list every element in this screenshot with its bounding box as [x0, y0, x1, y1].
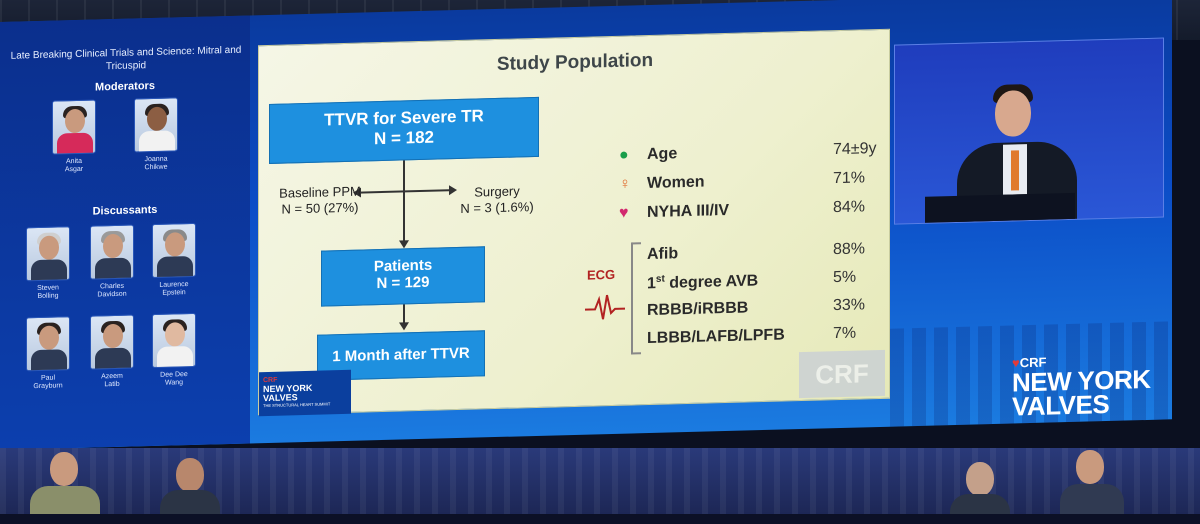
flow-arrow — [403, 160, 405, 243]
ecg-row: RBBB/iRBBB 33% — [647, 296, 877, 324]
stat-value: 74±9y — [833, 140, 877, 159]
ecg-row: LBBB/LAFB/LPFB 7% — [647, 324, 877, 352]
discussant-photo — [26, 316, 70, 372]
flow-box-top: TTVR for Severe TR N = 182 — [269, 96, 539, 164]
moderator-name: Joanna Chikwe — [144, 155, 168, 172]
ecg-row: 1st degree AVB 5% — [647, 268, 877, 296]
slide-title: Study Population — [496, 49, 654, 75]
discussant-photo — [152, 222, 196, 279]
stat-value: 71% — [833, 169, 866, 188]
discussant-photo — [26, 226, 70, 282]
stat-label: Women — [647, 173, 705, 193]
moderator-name: Anita Asgar — [64, 157, 84, 174]
heart-person-icon: ♥ — [619, 204, 629, 222]
panelist-head — [1076, 450, 1104, 484]
ecg-label-rbbb: RBBB/iRBBB — [647, 299, 749, 320]
ecg-label-lbbb: LBBB/LAFB/LPFB — [647, 326, 785, 348]
ecg-label-avb: 1st degree AVB — [647, 272, 759, 293]
stat-value: 7% — [833, 324, 857, 343]
surgery-note: Surgery N = 3 (1.6%) — [460, 183, 534, 216]
flow-box-middle: Patients N = 129 — [321, 246, 485, 307]
discussants-heading: Discussants — [92, 203, 158, 218]
discussant-name: Paul Grayburn — [33, 374, 63, 391]
discussant-photo — [152, 312, 196, 369]
panelist-head — [176, 458, 204, 492]
panelist-head — [50, 452, 78, 486]
stat-label: NYHA III/IV — [647, 201, 730, 222]
presentation-slide: Study Population TTVR for Severe TR N = … — [258, 28, 890, 417]
ecg-label-afib: Afib — [647, 245, 679, 264]
stat-value: 5% — [833, 268, 857, 287]
moderator-photo — [52, 99, 96, 155]
flow-arrowhead — [399, 322, 409, 331]
ecg-bracket — [631, 242, 641, 355]
moderator-photo — [134, 97, 178, 153]
stat-value: 88% — [833, 240, 866, 259]
session-title: Late Breaking Clinical Trials and Scienc… — [10, 44, 242, 73]
stage-screen: Late Breaking Clinical Trials and Scienc… — [0, 0, 1172, 451]
panel-table — [0, 514, 1200, 524]
speaker-head — [995, 90, 1031, 137]
person-icon: ● — [619, 146, 629, 164]
ecg-label: ECG — [587, 266, 616, 283]
ecg-waveform-icon — [585, 294, 625, 320]
discussant-name: Azeem Latib — [101, 372, 123, 389]
discussant-name: Charles Davidson — [97, 282, 127, 299]
moderators-heading: Moderators — [95, 79, 155, 94]
ecg-row: Afib 88% — [647, 240, 877, 268]
crf-watermark: CRF — [799, 349, 885, 399]
speaker-camera-feed — [894, 37, 1164, 225]
female-icon: ♀ — [619, 175, 631, 193]
discussant-name: Laurence Epstein — [159, 281, 189, 297]
discussant-name: Steven Bolling — [37, 284, 59, 301]
stat-value: 33% — [833, 296, 866, 315]
stat-row: ● Age 74±9y — [619, 140, 877, 168]
panelist-head — [966, 462, 994, 496]
session-panel: Late Breaking Clinical Trials and Scienc… — [0, 15, 250, 450]
discussant-name: Dee Dee Wang — [160, 371, 188, 387]
baseline-ppm-note: Baseline PPM N = 50 (27%) — [279, 183, 361, 217]
stat-row: ♥ NYHA III/IV 84% — [619, 198, 877, 226]
stat-value: 84% — [833, 198, 866, 217]
discussant-photo — [90, 314, 134, 370]
stat-label: Age — [647, 145, 678, 164]
new-york-valves-logo: ♥CRF NEW YORK VALVES — [1012, 354, 1151, 422]
stat-row: ♀ Women 71% — [619, 169, 877, 197]
discussant-photo — [90, 224, 134, 280]
slide-logo: CRF NEW YORK VALVES THE STRUCTURAL HEART… — [263, 376, 331, 409]
podium — [925, 192, 1075, 225]
speaker-tie — [1011, 150, 1019, 191]
